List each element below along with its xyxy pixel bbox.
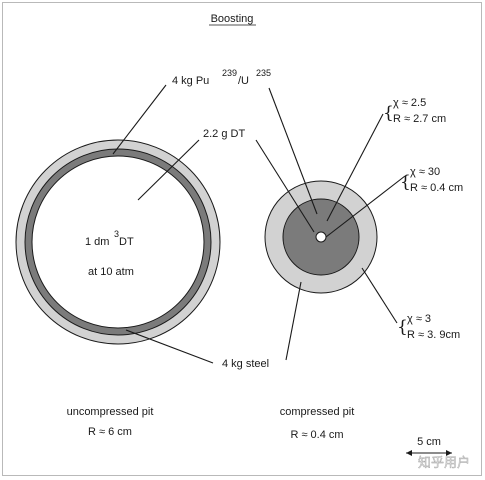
compressed-radius: R ≈ 0.4 cm <box>290 429 343 441</box>
chi-2-5-leader <box>326 113 384 222</box>
radius-value: R ≈ 0.4 cm <box>410 182 463 194</box>
diagram-frame <box>2 2 482 476</box>
steel-label: 4 kg steel <box>222 358 269 370</box>
compressed-caption: compressed pit <box>280 406 355 418</box>
dt-volume-label: 1 dm 3 DT <box>85 229 134 248</box>
dt-volume-exponent: 3 <box>114 229 119 239</box>
pu-leader-line-left <box>112 84 167 155</box>
chi-value: χ ≈ 30 <box>410 166 440 178</box>
diagram-title: Boosting <box>211 13 254 25</box>
annotation-chi-2-5: { χ ≈ 2.5 R ≈ 2.7 cm <box>383 97 446 125</box>
pu-u-slash: /U <box>238 75 249 87</box>
dt-gas-cavity <box>31 155 205 329</box>
watermark: 知乎用户 <box>418 455 470 471</box>
pu-u-label: 4 kg Pu 239 /U 235 <box>172 68 271 87</box>
dt-leader-line-right <box>255 139 315 233</box>
annotation-chi-30: { χ ≈ 30 R ≈ 0.4 cm <box>400 166 463 194</box>
pu-leader-line-right <box>268 87 318 215</box>
scale-bar: 5 cm <box>406 436 452 456</box>
steel-leader-line-left <box>125 329 214 364</box>
brace: { <box>383 103 394 123</box>
compressed-dt-center <box>315 231 327 243</box>
dt-leader-line-left <box>137 139 200 201</box>
uncompressed-pit <box>15 139 221 345</box>
chi-value: χ ≈ 3 <box>407 313 431 325</box>
radius-value: R ≈ 3. 9cm <box>407 329 460 341</box>
scale-bar-label: 5 cm <box>417 436 441 448</box>
dt-volume-suffix: DT <box>119 236 134 248</box>
scale-bar-left-arrow <box>406 450 412 456</box>
dt-volume-prefix: 1 dm <box>85 236 109 248</box>
brace: { <box>397 317 408 337</box>
chi-value: χ ≈ 2.5 <box>393 97 426 109</box>
uncompressed-radius: R ≈ 6 cm <box>88 426 132 438</box>
dt-gas-label: 2.2 g DT <box>203 128 245 140</box>
steel-leader-line-right <box>285 281 302 361</box>
scale-bar-right-arrow <box>446 450 452 456</box>
compressed-pit <box>264 180 378 294</box>
annotation-chi-3: { χ ≈ 3 R ≈ 3. 9cm <box>397 313 460 341</box>
chi-30-leader <box>325 175 406 238</box>
pu-mass-number: 239 <box>222 68 237 78</box>
brace: { <box>400 172 411 192</box>
uncompressed-caption: uncompressed pit <box>67 406 154 418</box>
radius-value: R ≈ 2.7 cm <box>393 113 446 125</box>
u-mass-number: 235 <box>256 68 271 78</box>
pu-u-label-text: 4 kg Pu <box>172 75 209 87</box>
leader-lines <box>112 84 406 364</box>
chi-3-leader <box>361 267 398 324</box>
dt-pressure-label: at 10 atm <box>88 266 134 278</box>
